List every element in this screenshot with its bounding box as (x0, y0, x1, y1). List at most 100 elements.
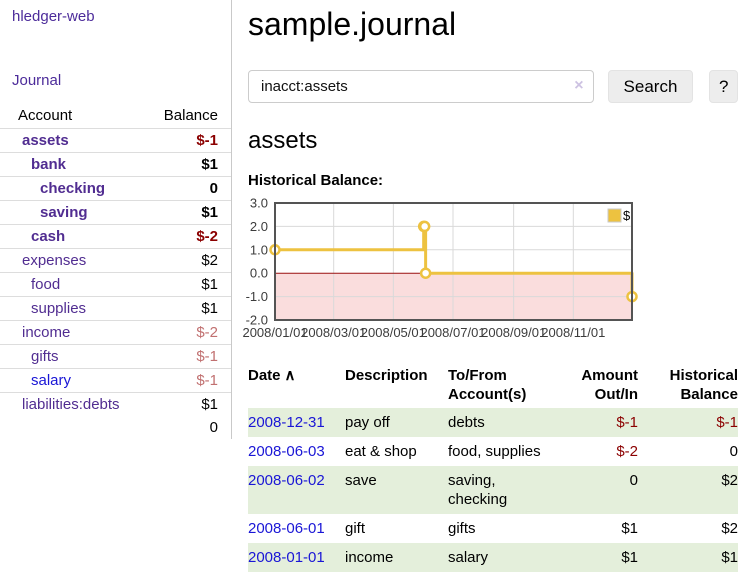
chart-title: Historical Balance: (248, 172, 384, 189)
transaction-date-link[interactable]: 2008-12-31 (248, 414, 325, 431)
transaction-date-link[interactable]: 2008-01-01 (248, 549, 325, 566)
account-link[interactable]: assets (22, 132, 69, 149)
transaction-row: 2008-12-31 pay off debts $-1 $-1 (248, 408, 738, 437)
y-axis-tick-label: 0.0 (250, 266, 268, 281)
accounts-table: Account Balance assets $-1 bank $1 checking 0… (0, 104, 231, 439)
transaction-accounts-cell: debts (448, 414, 485, 431)
x-axis-tick-label: 2008/11/01 (541, 325, 605, 340)
legend-label: $ (623, 208, 631, 223)
description-column-header: Description (345, 367, 428, 384)
search-input[interactable] (248, 70, 594, 103)
account-link[interactable]: bank (31, 156, 67, 173)
account-name-cell: income (0, 320, 148, 345)
account-balance: $-1 (196, 132, 218, 149)
account-name-cell: liabilities:debts (0, 392, 148, 416)
search-form: × Search ? (248, 70, 738, 103)
legend-swatch (607, 208, 622, 223)
accounts-column-header: Account (0, 104, 148, 129)
sort-ascending-icon: ∧ (284, 367, 296, 384)
transaction-row: 2008-06-01 gift gifts $1 $2 (248, 514, 738, 543)
account-balance: $-2 (147, 224, 231, 249)
account-link[interactable]: supplies (31, 300, 87, 317)
transaction-balance-cell: $2 (721, 520, 738, 537)
account-link[interactable]: cash (31, 228, 66, 245)
historical-balance-chart: 3.0 2.0 1.0 0.0 -1.0 -2.02008/01/012008/03/01… (242, 196, 638, 340)
account-balance: $-1 (147, 344, 231, 369)
tofrom-column-header: To/From Account(s) (448, 367, 527, 403)
transaction-date-link[interactable]: 2008-06-01 (248, 520, 325, 537)
account-name-cell: checking (0, 176, 148, 201)
x-axis-tick-label: 2008/07/01 (420, 325, 485, 340)
transaction-description-cell: save (345, 472, 377, 489)
account-name-cell: saving (0, 200, 148, 225)
app-title-link[interactable]: hledger-web (12, 8, 95, 25)
account-link[interactable]: saving (40, 204, 88, 221)
accounts-table-body: assets $-1 bank $1 checking 0 saving $1 cash $-2 e… (0, 129, 231, 416)
account-name-cell: gifts (0, 344, 148, 369)
clear-search-icon[interactable]: × (574, 77, 584, 94)
plot-border (274, 202, 633, 321)
y-axis-tick-label: 2.0 (250, 219, 268, 234)
search-input-wrapper: × (248, 70, 594, 103)
accounts-total-row: 0 (0, 416, 231, 439)
account-row: assets $-1 (0, 129, 231, 153)
transaction-balance-cell: $1 (721, 549, 738, 566)
transaction-description-cell: income (345, 549, 394, 566)
transaction-amount-cell: $1 (621, 549, 638, 566)
transaction-accounts-cell: food, supplies (448, 443, 541, 460)
transaction-balance-cell: $-1 (716, 414, 738, 431)
account-balance: $1 (147, 296, 231, 321)
account-balance: $1 (147, 272, 231, 297)
transaction-date-cell: 2008-06-03 (248, 437, 345, 466)
account-balance: $-1 (147, 368, 231, 393)
register-table: Date ∧ Description To/From Account(s) Amo… (248, 362, 738, 572)
account-link[interactable]: salary (31, 372, 72, 389)
account-row: liabilities:debts $1 (0, 392, 231, 416)
transaction-description-cell: eat & shop (345, 443, 417, 460)
balance-column-header: Balance (147, 104, 231, 129)
account-link[interactable]: liabilities:debts (22, 396, 120, 413)
account-balance: $1 (147, 152, 231, 177)
account-row: checking 0 (0, 176, 231, 201)
x-axis-tick-label: 2008/09/01 (481, 325, 546, 340)
transaction-date-link[interactable]: 2008-06-03 (248, 443, 325, 460)
date-column-header[interactable]: Date ∧ (248, 367, 296, 384)
account-link[interactable]: checking (40, 180, 106, 197)
account-row: expenses $2 (0, 248, 231, 273)
transaction-date-cell: 2008-06-02 (248, 466, 345, 514)
transaction-amount-cell: 0 (629, 472, 638, 489)
account-link[interactable]: food (31, 276, 61, 293)
transaction-amount-cell: $-2 (616, 443, 638, 460)
account-name-cell: cash (0, 224, 148, 249)
accounts-table-header: Account Balance (0, 104, 231, 129)
transaction-amount-cell: $-1 (616, 414, 638, 431)
account-balance: $-2 (147, 320, 231, 345)
y-axis-tick-label: 1.0 (250, 242, 268, 257)
register-table-header: Date ∧ Description To/From Account(s) Amo… (248, 362, 738, 408)
amount-column-header: Amount Out/In (581, 367, 638, 403)
account-row: saving $1 (0, 200, 231, 225)
account-row: bank $1 (0, 152, 231, 177)
transaction-row: 2008-06-02 save saving, checking 0 $2 (248, 466, 738, 514)
sidebar-item-journal[interactable]: Journal (12, 72, 62, 89)
account-row: supplies $1 (0, 296, 231, 321)
account-balance: $2 (147, 248, 231, 273)
app-title: hledger-web (12, 8, 231, 26)
search-button[interactable]: Search (607, 70, 694, 103)
data-point-marker (418, 220, 431, 233)
page-title: sample.journal (248, 6, 457, 42)
transaction-row: 2008-01-01 income salary $1 $1 (248, 543, 738, 572)
transaction-row: 2008-06-03 eat & shop food, supplies $-2 0 (248, 437, 738, 466)
balance-column-header-main: Historical Balance (669, 367, 738, 403)
account-link[interactable]: gifts (31, 348, 59, 365)
account-name-cell: food (0, 272, 148, 297)
main-content: sample.journal × Search ? assets Histori… (242, 0, 738, 572)
help-button[interactable]: ? (709, 70, 738, 103)
transaction-date-link[interactable]: 2008-06-02 (248, 472, 325, 489)
y-axis-tick-label: -1.0 (246, 289, 268, 304)
account-row: gifts $-1 (0, 344, 231, 369)
account-link[interactable]: income (22, 324, 71, 341)
y-axis-tick-label: -2.0 (246, 313, 268, 328)
account-row: cash $-2 (0, 224, 231, 249)
account-link[interactable]: expenses (22, 252, 87, 269)
